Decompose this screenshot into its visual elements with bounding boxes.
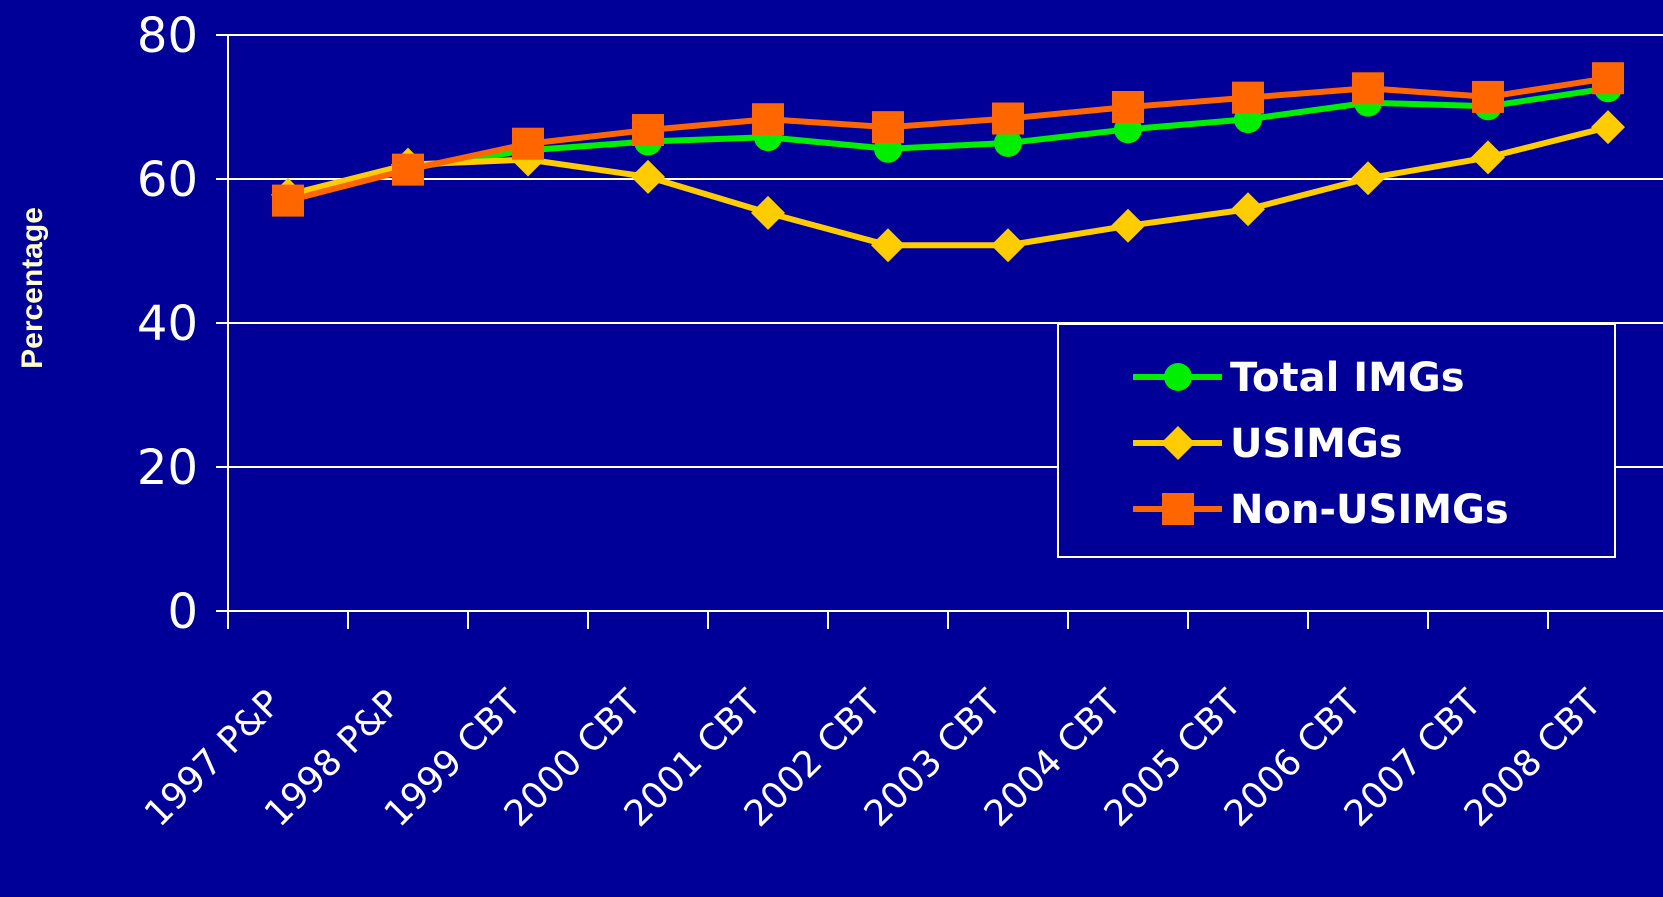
y-tick-label: 80: [137, 8, 198, 64]
data-point: [1232, 81, 1264, 114]
data-point: [512, 127, 544, 160]
data-point: [872, 111, 904, 144]
legend-label: Non-USIMGs: [1230, 487, 1509, 533]
legend-label: USIMGs: [1230, 421, 1403, 467]
data-point: [1351, 161, 1385, 196]
data-point: [1231, 192, 1265, 227]
data-point: [1592, 62, 1624, 95]
series-line: [287, 75, 1609, 204]
axes: [216, 35, 1663, 629]
series-line: [287, 124, 1609, 249]
data-point: [392, 153, 424, 186]
legend-swatch-marker: [1164, 363, 1192, 391]
data-point: [751, 195, 785, 230]
data-point: [752, 103, 784, 136]
data-point: [992, 102, 1024, 135]
y-tick-labels: 0 20 40 60 80: [137, 8, 198, 640]
y-tick-label: 60: [137, 152, 198, 208]
data-point: [1111, 208, 1145, 243]
data-point: [632, 114, 664, 147]
data-point: [991, 228, 1025, 263]
data-point: [272, 184, 304, 217]
data-point: [1591, 110, 1625, 145]
data-point: [1112, 91, 1144, 123]
series-non-usimgs: [272, 62, 1624, 217]
series-group: [271, 62, 1625, 263]
data-point: [994, 129, 1022, 157]
legend-swatch-marker: [1162, 493, 1194, 525]
data-point: [871, 228, 905, 263]
y-tick-label: 0: [167, 584, 198, 640]
series-usimgs: [271, 110, 1625, 263]
legend-swatch-marker: [1161, 426, 1195, 460]
y-tick-label: 40: [137, 296, 198, 352]
y-tick-label: 20: [137, 440, 198, 496]
data-point: [1352, 72, 1384, 105]
series-line: [287, 85, 1609, 200]
legend-label: Total IMGs: [1230, 355, 1465, 401]
legend: Total IMGs USIMGs Non-USIMGs: [1057, 323, 1616, 558]
y-axis-label: Percentage: [16, 207, 49, 369]
data-point: [1471, 140, 1505, 175]
data-point: [631, 159, 665, 194]
data-point: [1472, 80, 1504, 113]
